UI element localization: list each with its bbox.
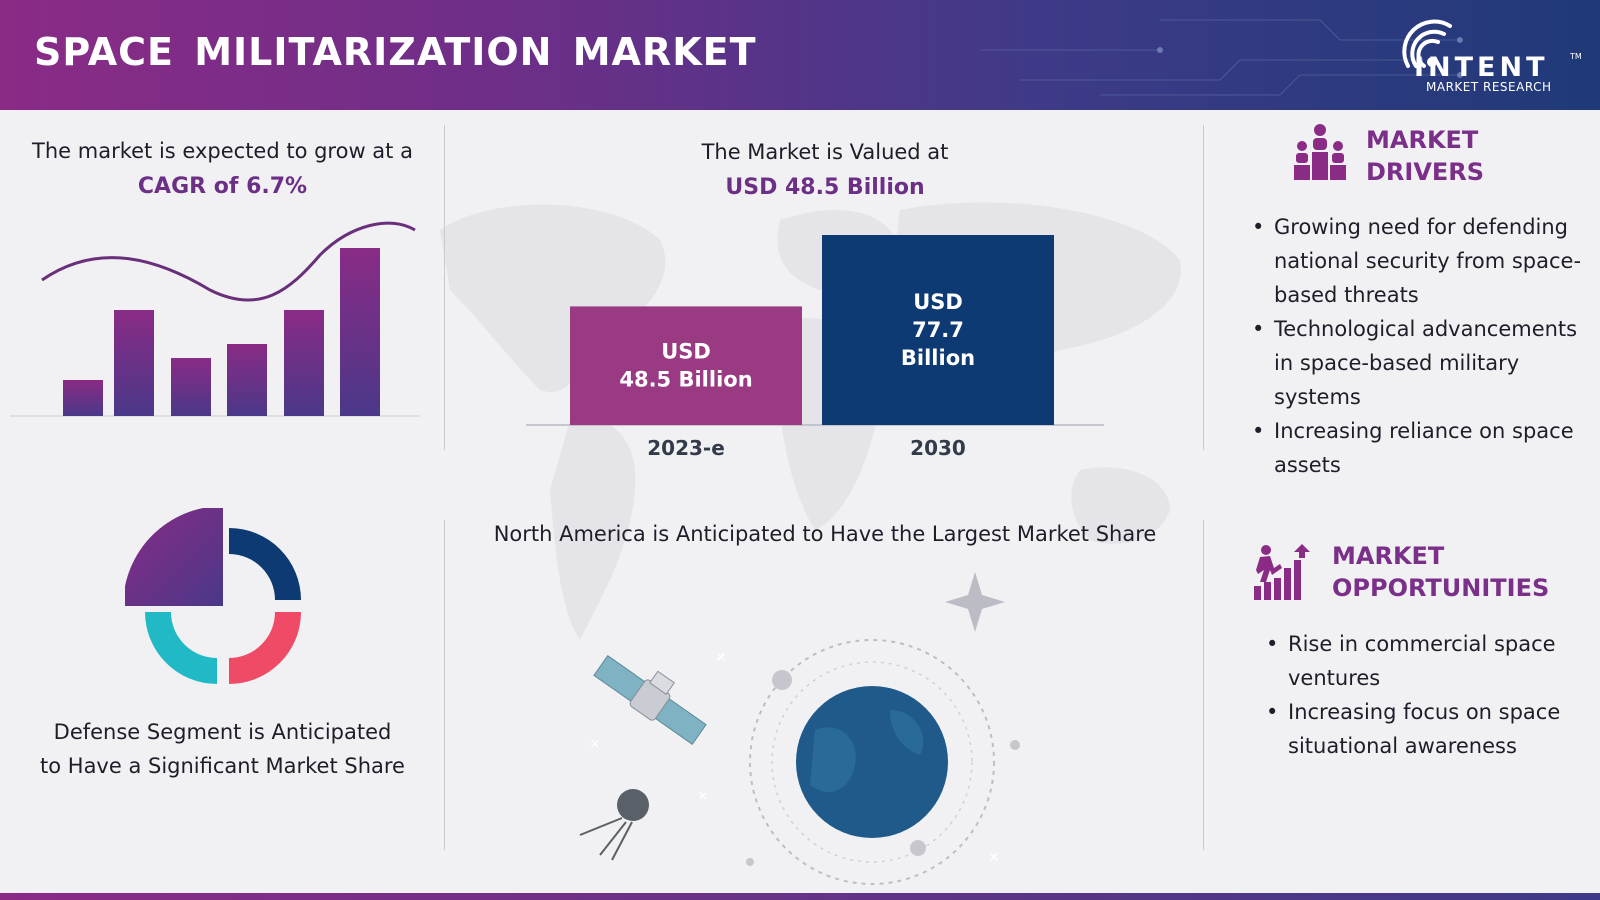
segment-donut-chart <box>125 508 301 684</box>
divider-right-top <box>1203 125 1204 450</box>
header-banner: SPACE MILITARIZATION MARKET INTENT TM MA… <box>0 0 1600 110</box>
drivers-title-line1: MARKET <box>1366 126 1479 154</box>
space-illustration: ✕ ✕ ✕ ✕ <box>579 572 1020 885</box>
intent-logo: INTENT TM MARKET RESEARCH <box>1398 14 1582 100</box>
opportunities-item: Increasing focus on space situational aw… <box>1266 695 1586 763</box>
opportunities-list: Rise in commercial space ventures Increa… <box>1266 627 1586 763</box>
bar-data-label: USD 48.5 Billion <box>619 340 752 392</box>
growth-bars-illustration <box>10 221 420 417</box>
bar-data-label: USD 77.7 Billion <box>901 290 975 370</box>
cagr-highlight: CAGR of 6.7% <box>137 174 308 199</box>
svg-text:✕: ✕ <box>988 850 1000 866</box>
page-title: SPACE MILITARIZATION MARKET <box>34 30 757 74</box>
svg-text:✕: ✕ <box>698 789 708 803</box>
drivers-item: Growing need for defending national secu… <box>1252 210 1592 312</box>
climbing-chart-icon <box>1254 544 1310 600</box>
drivers-item: Technological advancements in space-base… <box>1252 312 1592 414</box>
bottom-accent-bar <box>0 893 1600 900</box>
bar-2030 <box>822 235 1054 425</box>
opportunities-item: Rise in commercial space ventures <box>1266 627 1586 695</box>
logo-subtitle: MARKET RESEARCH <box>1426 80 1552 94</box>
opportunities-title-line1: MARKET <box>1332 542 1445 570</box>
divider-right-bottom <box>1203 520 1204 850</box>
divider-left-top <box>444 125 445 450</box>
segment-text: Defense Segment is Anticipated to Have a… <box>40 720 405 778</box>
valuation-intro-text: The Market is Valued at <box>701 140 949 164</box>
drivers-list: Growing need for defending national secu… <box>1252 210 1592 482</box>
region-text: North America is Anticipated to Have the… <box>493 522 1157 546</box>
divider-left-bottom <box>444 520 445 850</box>
x-tick-label: 2023-e <box>647 436 725 460</box>
svg-text:✕: ✕ <box>590 737 600 751</box>
opportunities-title-line2: OPPORTUNITIES <box>1332 574 1550 602</box>
logo-wordmark: INTENT <box>1414 52 1549 83</box>
drivers-title-line2: DRIVERS <box>1366 158 1485 186</box>
people-podium-icon <box>1294 124 1346 180</box>
bar-2023-e <box>570 306 802 425</box>
wifi-signal-icon <box>1402 19 1452 68</box>
x-tick-label: 2030 <box>910 436 966 460</box>
svg-text:✕: ✕ <box>715 650 727 666</box>
valuation-highlight: USD 48.5 Billion <box>725 175 925 200</box>
market-value-bar-chart: USD 48.5 Billion 2023-e USD 77.7 Billion 2030 <box>526 235 1104 460</box>
cagr-intro-text: The market is expected to grow at a <box>32 139 413 163</box>
logo-trademark: TM <box>1570 52 1582 61</box>
drivers-item: Increasing reliance on space assets <box>1252 414 1592 482</box>
